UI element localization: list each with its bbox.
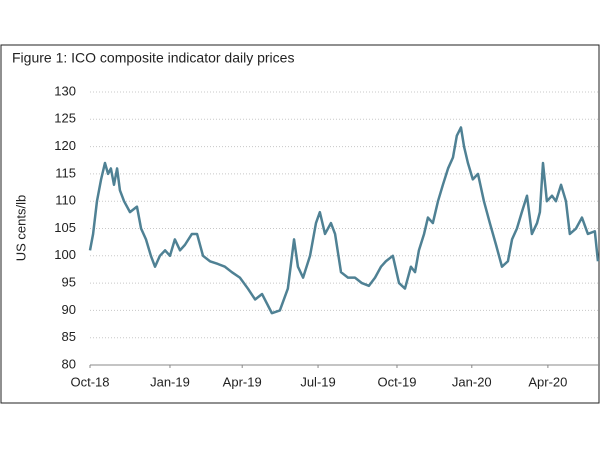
x-tick-label: Jan-20 <box>452 374 492 389</box>
x-tick-label: Jan-19 <box>150 374 190 389</box>
y-tick-label: 125 <box>54 111 76 126</box>
y-tick-label: 105 <box>54 220 76 235</box>
y-tick-label: 110 <box>55 193 76 208</box>
x-tick-label: Apr-20 <box>528 374 567 389</box>
x-tick-label: Jul-19 <box>300 374 335 389</box>
figure-frame <box>0 44 600 404</box>
y-tick-label: 90 <box>62 302 76 317</box>
x-tick-label: Oct-19 <box>377 374 416 389</box>
x-tick-label: Oct-18 <box>70 374 109 389</box>
chart-title: Figure 1: ICO composite indicator daily … <box>12 50 294 66</box>
y-tick-label: 95 <box>62 275 76 290</box>
y-axis-label: US cents/lb <box>13 195 28 261</box>
y-tick-label: 120 <box>54 138 76 153</box>
y-tick-label: 85 <box>62 329 76 344</box>
data-line <box>88 126 600 315</box>
y-tick-label: 115 <box>55 165 76 180</box>
y-tick-label: 100 <box>54 247 76 262</box>
y-tick-label: 130 <box>54 83 76 98</box>
y-tick-label: 80 <box>62 356 76 371</box>
x-tick-label: Apr-19 <box>223 374 262 389</box>
